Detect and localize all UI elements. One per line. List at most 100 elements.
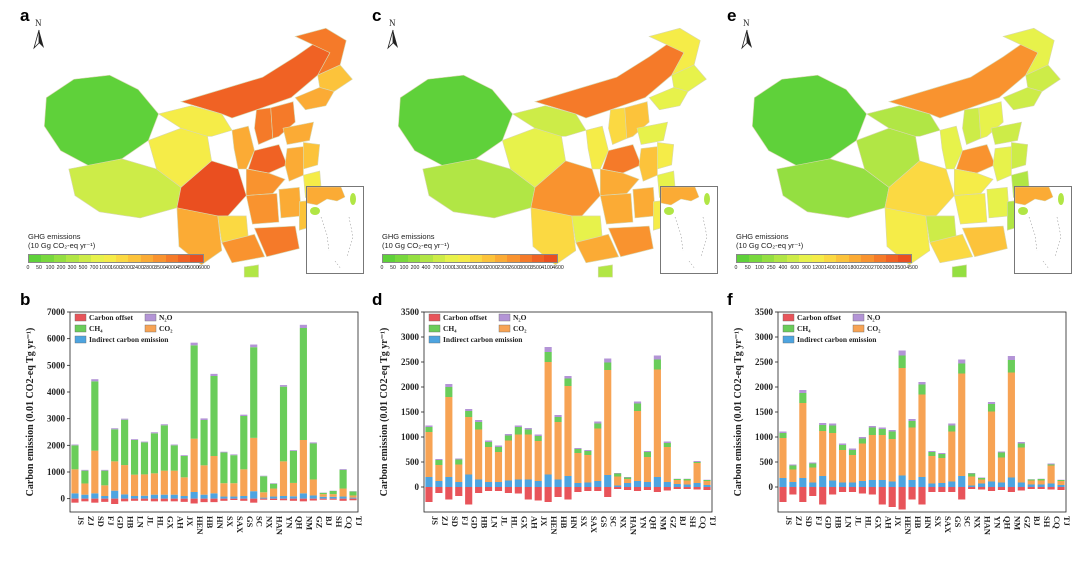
y-tick-label: 1000 [755, 432, 774, 442]
map-panel-e: N GHG emissions (10 Gg CO₂-eq yr⁻¹) 0 50 100 2… [728, 10, 1073, 282]
colorbar-tick-label: 600 [790, 265, 799, 271]
province-guangdong [253, 225, 300, 258]
bar-ch4 [584, 451, 592, 455]
bar-co2 [299, 440, 307, 494]
panel-letter-d: d [372, 290, 383, 309]
bar-indirect [319, 496, 327, 499]
colorbar-tick-label: 4100 [541, 265, 553, 271]
colorbar-tick-label: 5000 [187, 265, 199, 271]
bar-co2 [614, 476, 622, 486]
bar-co2 [1007, 372, 1015, 478]
bar-co2 [958, 373, 966, 476]
bar-indirect [299, 493, 307, 499]
china-map-e [752, 27, 1061, 278]
x-tick-label: HN [215, 516, 225, 530]
province-hubei [953, 168, 994, 196]
province-shandong [636, 121, 669, 145]
colorbar-tick-label: 500 [78, 265, 88, 271]
x-tick-label: GZ [668, 516, 678, 529]
x-tick-label: HB [559, 516, 569, 529]
bar-n2o [564, 376, 572, 379]
colorbar-tick-label: 0 [380, 265, 384, 271]
bar-co2 [1057, 481, 1065, 485]
province-xinjiang [752, 74, 867, 168]
colorbar-tick-label: 50 [390, 265, 396, 271]
bar-n2o [948, 423, 956, 426]
bar-indirect [180, 496, 188, 499]
bar-ch4 [1027, 479, 1035, 481]
bar-carbon_offset [918, 487, 926, 505]
bar-indirect [978, 483, 986, 487]
x-tick-label: SX [579, 516, 589, 528]
bar-ch4 [614, 473, 622, 477]
x-tick-label: GS [245, 516, 255, 528]
colorbar-tick-label: 250 [766, 265, 776, 271]
bar-carbon_offset [584, 487, 592, 491]
bar-indirect [554, 479, 562, 487]
bar-indirect [349, 497, 357, 499]
legend-swatch-indirect [428, 335, 441, 344]
x-tick-label: NM [304, 516, 314, 530]
legend-label-indirect: Indirect carbon emission [443, 335, 523, 344]
colorbar-tick-label: 4000 [165, 265, 177, 271]
colorbar-tick-label: 4600 [552, 265, 564, 271]
bar-indirect [789, 482, 797, 487]
bar-n2o [455, 458, 463, 460]
colorbar-tick-label: 3000 [519, 265, 531, 271]
bar-indirect [190, 492, 198, 499]
bar-ch4 [564, 378, 572, 386]
x-tick-label: HAN [983, 516, 993, 536]
bar-carbon_offset [240, 498, 248, 501]
bar-carbon_offset [200, 498, 208, 503]
bar-ch4 [425, 427, 433, 432]
bar-indirect [987, 481, 996, 487]
bar-n2o [987, 402, 996, 404]
bar-carbon_offset [554, 487, 562, 497]
bar-n2o [81, 469, 89, 471]
bar-ch4 [111, 429, 119, 462]
bar-carbon_offset [564, 487, 572, 500]
bar-carbon_offset [140, 498, 149, 501]
x-tick-label: HN [923, 516, 933, 530]
bar-indirect [260, 497, 268, 499]
y-tick-label: 0 [61, 494, 66, 504]
bar-indirect [210, 493, 218, 499]
bar-carbon_offset [997, 487, 1006, 490]
x-tick-label: BJ [678, 516, 688, 527]
bar-n2o [445, 384, 453, 387]
bar-carbon_offset [848, 487, 857, 492]
x-tick-label: ZJ [794, 516, 804, 527]
bar-indirect [799, 478, 807, 487]
legend-label-ch4: CH₄ [443, 324, 457, 333]
legend-label-ch4: CH₄ [89, 324, 103, 333]
x-tick-label: HEN [195, 516, 205, 535]
x-tick-label: TJ [354, 516, 364, 527]
bar-co2 [564, 386, 572, 476]
bar-ch4 [968, 473, 976, 477]
x-tick-label: HB [480, 516, 490, 529]
colorbar-tick-label: 2000 [486, 265, 498, 271]
bar-carbon_offset [71, 498, 79, 503]
province-gansu [865, 105, 941, 137]
y-axis-label: Carbon emission (0.01 CO2-eq Tg yr⁻¹) [25, 328, 36, 497]
bar-co2 [435, 465, 443, 481]
bar-carbon_offset [455, 487, 463, 496]
bar-co2 [799, 403, 807, 478]
bar-co2 [445, 397, 453, 477]
bar-ch4 [504, 435, 512, 441]
legend-label-co2: CO₂ [159, 324, 173, 333]
bar-n2o [279, 385, 288, 387]
province-gansu [511, 105, 587, 137]
bar-co2 [908, 427, 916, 480]
y-tick-label: 2500 [401, 357, 420, 367]
bar-carbon_offset [299, 498, 307, 502]
bar-n2o [111, 428, 119, 430]
bar-indirect [170, 494, 178, 499]
bar-indirect [848, 482, 857, 487]
bar-n2o [809, 462, 817, 464]
bar-n2o [309, 442, 317, 444]
bar-ch4 [574, 449, 582, 453]
bar-co2 [130, 474, 139, 496]
x-tick-label: JX [893, 516, 903, 527]
bar-co2 [848, 455, 857, 483]
